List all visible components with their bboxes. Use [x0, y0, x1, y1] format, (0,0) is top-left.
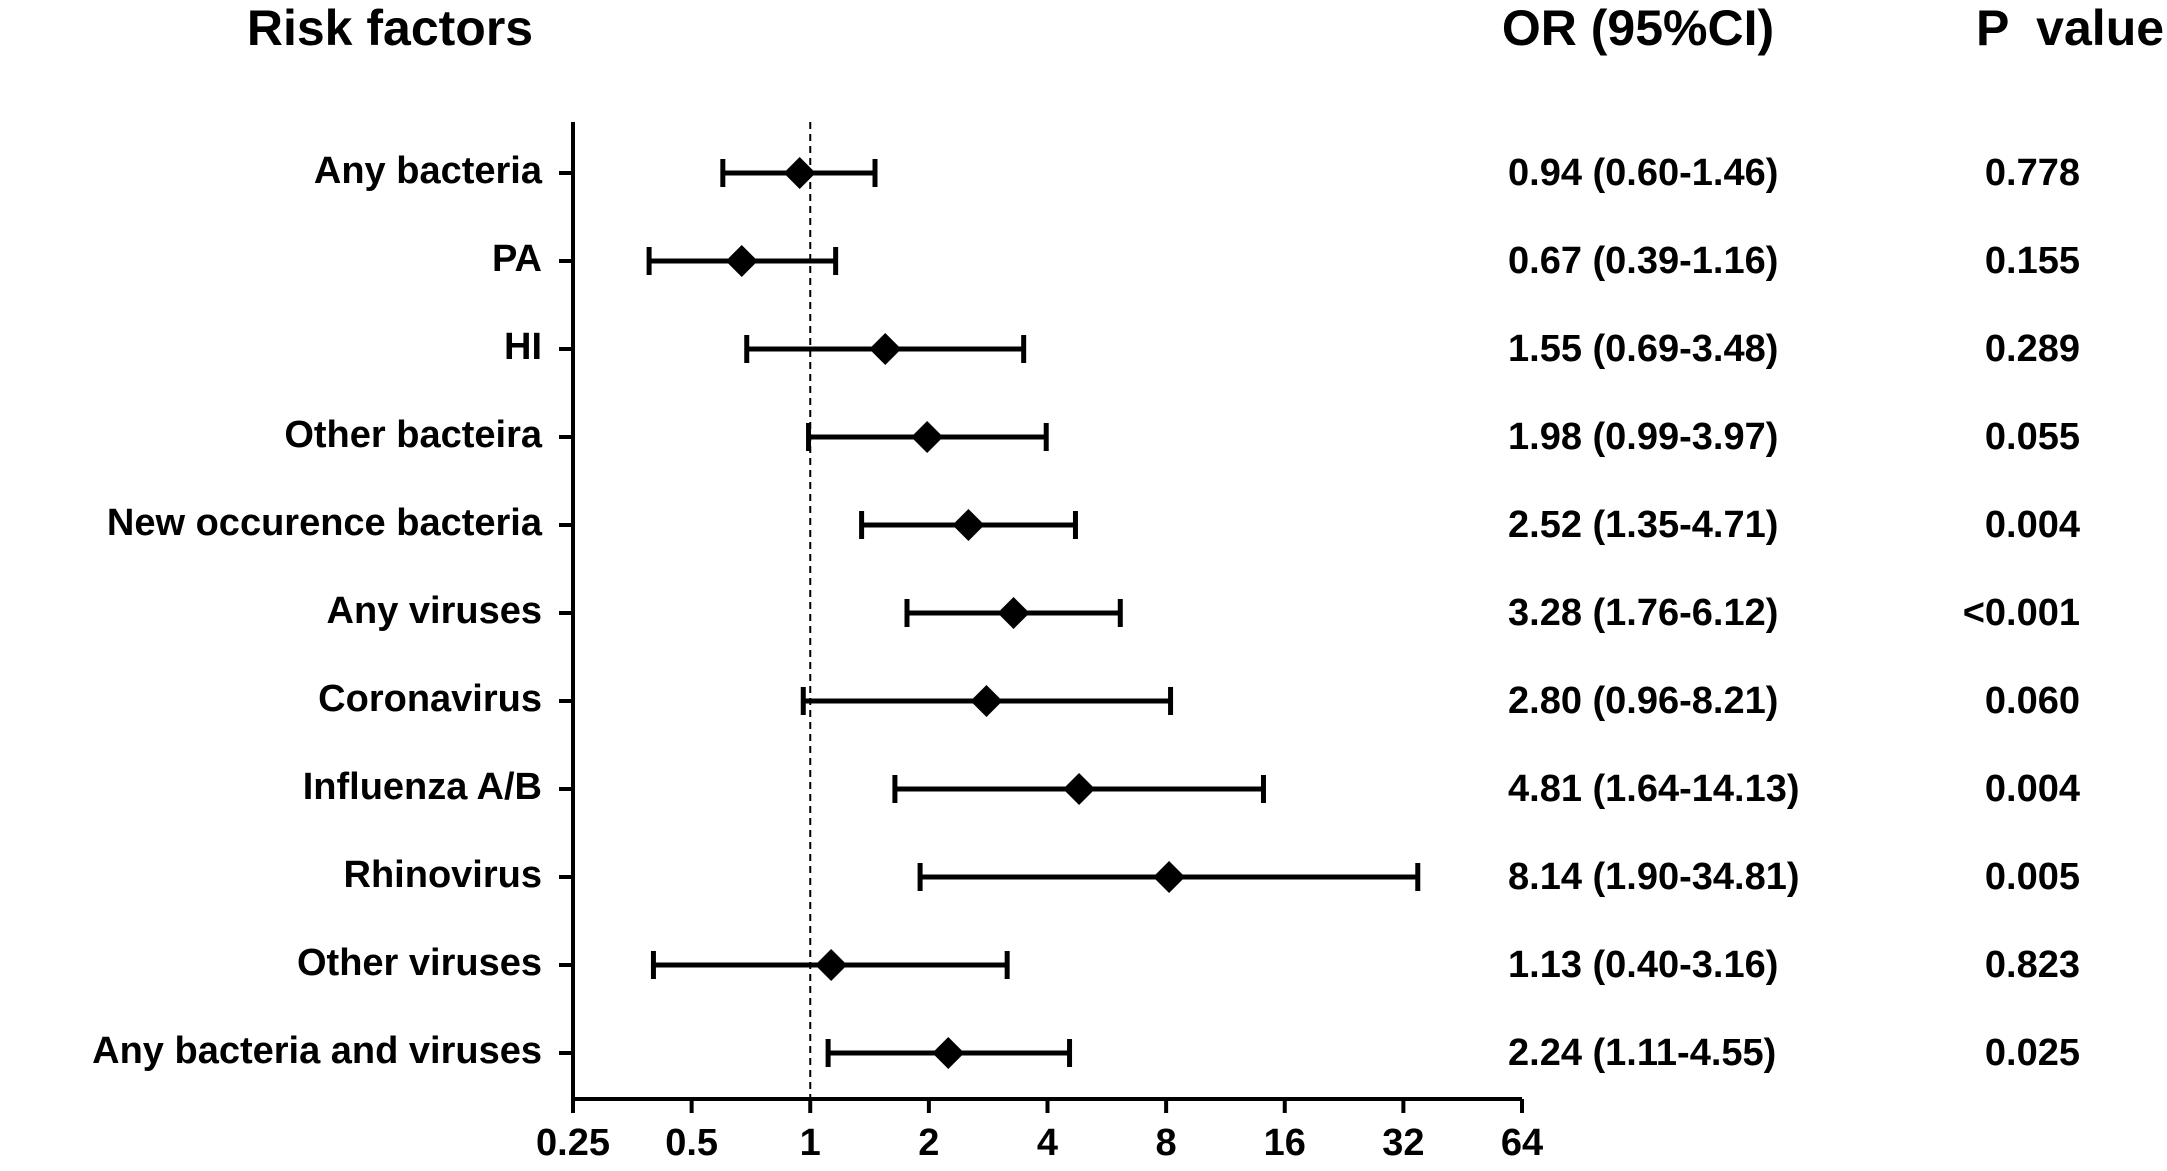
category-label: Other viruses	[297, 942, 542, 984]
category-label: Influenza A/B	[303, 766, 542, 808]
x-tick-label: 0.5	[665, 1122, 718, 1164]
p-value: 0.155	[1985, 240, 2080, 282]
p-value: 0.004	[1985, 768, 2080, 810]
x-tick-label: 8	[1156, 1122, 1177, 1164]
or-label: 8.14 (1.90-34.81)	[1508, 856, 1800, 898]
or-marker	[1063, 773, 1096, 805]
category-label: Any bacteria	[314, 150, 543, 192]
x-tick-label: 32	[1382, 1122, 1424, 1164]
p-value: 0.778	[1985, 152, 2080, 194]
category-label: HI	[504, 326, 542, 368]
or-marker	[815, 949, 848, 981]
or-label: 0.67 (0.39-1.16)	[1508, 240, 1778, 282]
category-label: Coronavirus	[318, 678, 542, 720]
or-label: 4.81 (1.64-14.13)	[1508, 768, 1800, 810]
p-value: 0.289	[1985, 328, 2080, 370]
x-tick-label: 0.25	[536, 1122, 610, 1164]
category-label: Other bacteira	[284, 414, 543, 456]
p-value: 0.005	[1985, 856, 2080, 898]
or-label: 1.98 (0.99-3.97)	[1508, 416, 1778, 458]
or-marker	[869, 333, 902, 365]
or-label: 3.28 (1.76-6.12)	[1508, 592, 1778, 634]
category-label: Any bacteria and viruses	[92, 1030, 542, 1072]
p-value: <0.001	[1963, 592, 2080, 634]
category-label: Rhinovirus	[344, 854, 542, 896]
or-marker	[952, 509, 985, 541]
p-value: 0.823	[1985, 944, 2080, 986]
x-tick-label: 64	[1501, 1122, 1543, 1164]
category-label: Any viruses	[327, 590, 542, 632]
or-marker	[911, 421, 944, 453]
or-marker	[1153, 861, 1186, 893]
or-marker	[932, 1037, 965, 1069]
or-label: 1.55 (0.69-3.48)	[1508, 328, 1778, 370]
or-marker	[997, 597, 1030, 629]
x-tick-label: 1	[800, 1122, 821, 1164]
p-value: 0.004	[1985, 504, 2080, 546]
p-value: 0.025	[1985, 1032, 2080, 1074]
or-marker	[725, 245, 758, 277]
or-label: 0.94 (0.60-1.46)	[1508, 152, 1778, 194]
x-tick-label: 4	[1037, 1122, 1058, 1164]
or-label: 2.80 (0.96-8.21)	[1508, 680, 1778, 722]
or-label: 2.24 (1.11-4.55)	[1508, 1032, 1776, 1074]
category-label: PA	[492, 238, 542, 280]
or-header: OR (95%CI)	[1502, 0, 1774, 56]
or-marker	[970, 685, 1003, 717]
or-label: 1.13 (0.40-3.16)	[1508, 944, 1778, 986]
chart-title: Risk factors	[247, 0, 533, 56]
or-label: 2.52 (1.35-4.71)	[1508, 504, 1778, 546]
category-label: New occurence bacteria	[107, 502, 543, 544]
p-header: P value	[1976, 0, 2164, 56]
x-tick-label: 2	[918, 1122, 939, 1164]
p-value: 0.060	[1985, 680, 2080, 722]
or-marker	[783, 157, 816, 189]
x-tick-label: 16	[1264, 1122, 1306, 1164]
p-value: 0.055	[1985, 416, 2080, 458]
